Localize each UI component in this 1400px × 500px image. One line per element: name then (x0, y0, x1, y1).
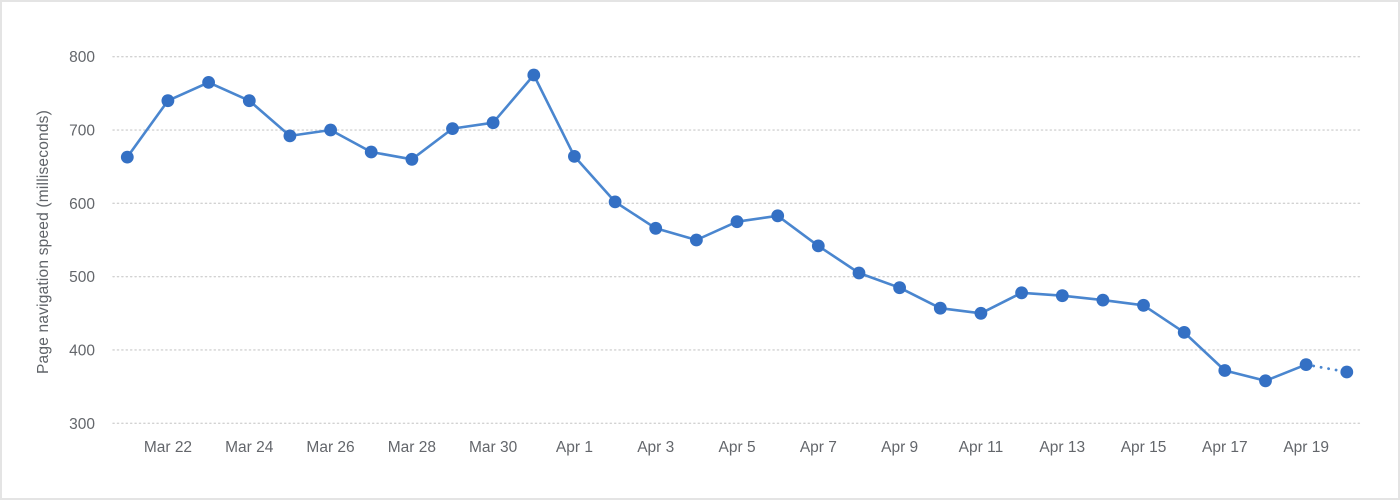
data-point (446, 122, 459, 135)
x-tick-label: Mar 22 (144, 439, 192, 456)
x-tick-label: Apr 7 (800, 439, 837, 456)
data-point (1177, 326, 1191, 339)
data-point (649, 221, 663, 235)
data-point (852, 266, 866, 280)
data-point (120, 150, 134, 164)
x-tick-label: Mar 28 (388, 439, 436, 456)
data-point (405, 152, 419, 166)
x-tick-label: Apr 15 (1121, 439, 1167, 456)
data-point (242, 94, 256, 108)
x-tick-label: Apr 5 (719, 439, 756, 456)
data-point (161, 94, 175, 108)
data-point (1259, 374, 1272, 388)
data-point (690, 233, 703, 247)
data-point (1015, 286, 1028, 300)
data-point (608, 195, 622, 209)
data-point (568, 150, 581, 163)
data-point (933, 301, 947, 315)
y-tick-label: 800 (69, 49, 95, 66)
x-tick-label: Apr 9 (881, 439, 918, 456)
data-point (486, 116, 500, 130)
data-point (1137, 298, 1150, 312)
y-tick-label: 500 (69, 269, 95, 286)
y-tick-label: 300 (69, 416, 95, 433)
y-tick-label: 700 (69, 123, 95, 140)
data-point (324, 123, 337, 137)
data-point (1055, 289, 1069, 303)
x-tick-label: Mar 24 (225, 439, 274, 456)
y-tick-label: 600 (69, 196, 95, 213)
y-tick-label: 400 (69, 342, 95, 359)
data-point (730, 215, 744, 229)
x-tick-label: Apr 19 (1283, 439, 1329, 456)
x-tick-label: Apr 13 (1039, 439, 1085, 456)
x-tick-label: Apr 11 (959, 439, 1004, 456)
data-point (893, 281, 906, 295)
data-point (811, 239, 825, 253)
data-point (1340, 365, 1354, 379)
data-point (1299, 358, 1313, 371)
y-axis-title: Page navigation speed (milliseconds) (35, 110, 52, 374)
data-point (364, 145, 378, 159)
x-tick-label: Apr 17 (1202, 439, 1248, 456)
line-series (126, 73, 1307, 383)
data-point (202, 76, 216, 89)
data-point (771, 209, 785, 223)
data-point (283, 129, 297, 143)
data-points (120, 68, 1354, 388)
x-tick-label: Apr 3 (637, 439, 674, 456)
gridlines (112, 56, 1362, 424)
data-point (1218, 364, 1232, 377)
x-axis-labels: Mar 22 Mar 24 Mar 26 Mar 28 Mar 30 Apr 1 Apr 3… (144, 439, 1329, 456)
data-point (974, 306, 988, 320)
x-tick-label: Apr 1 (556, 439, 593, 456)
x-tick-label: Mar 30 (469, 439, 518, 456)
data-point (527, 68, 541, 82)
data-point (1096, 293, 1110, 307)
line-series-projection (1304, 363, 1349, 374)
y-axis-labels: 300 400 500 600 700 800 (69, 49, 95, 433)
x-tick-label: Mar 26 (306, 439, 354, 456)
